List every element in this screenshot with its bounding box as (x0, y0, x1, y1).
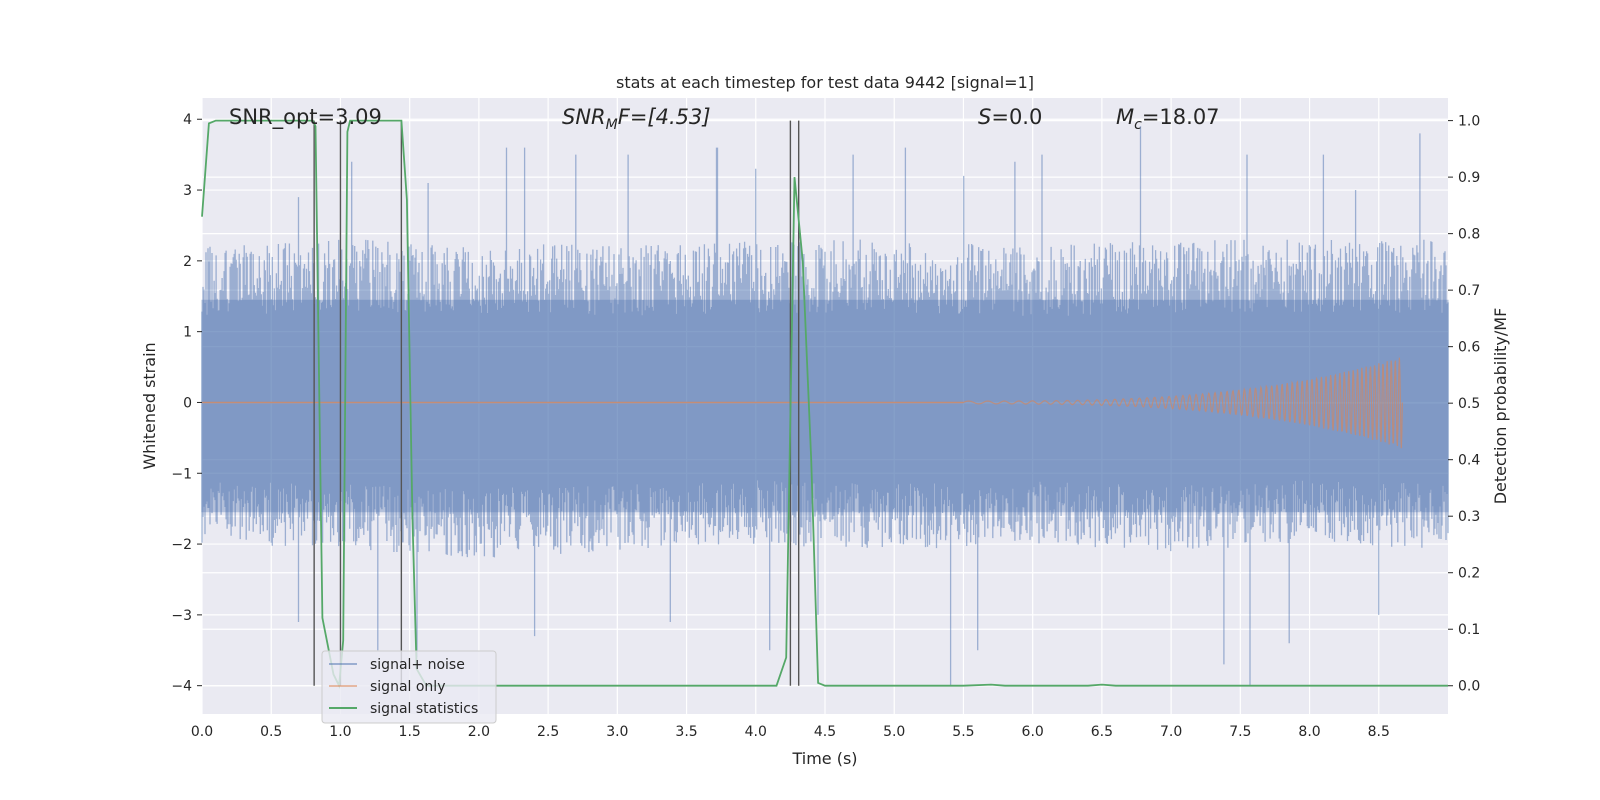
x-tick-label: 2.5 (537, 724, 559, 740)
legend-label-noise: signal+ noise (370, 657, 465, 673)
ticks-layer: 0.0 0.5 1.0 1.5 2.0 2.5 3.0 3.5 4.0 4.5 5.0 5.5 6.0 6… (171, 112, 1480, 740)
y-tick-label: 1 (183, 325, 192, 341)
x-tick-label: 4.0 (745, 724, 767, 740)
y-tick-label: 2 (183, 254, 192, 270)
y-right-tick-label: 0.9 (1458, 170, 1480, 186)
legend: signal+ noise signal only signal statist… (321, 650, 497, 724)
x-tick-label: 6.5 (1091, 724, 1113, 740)
annotation-mc-rest: =18.07 (1142, 105, 1220, 129)
y-right-tick-label: 0.5 (1458, 396, 1480, 412)
x-tick-label: 7.5 (1229, 724, 1251, 740)
annotation-mc-main: M (1116, 105, 1134, 129)
y-tick-label: −2 (171, 537, 192, 553)
x-tick-label: 0.0 (191, 724, 213, 740)
y-right-tick-label: 0.4 (1458, 453, 1480, 469)
x-tick-label: 8.0 (1298, 724, 1320, 740)
annotation-snr-opt: SNR_opt=3.09 (229, 105, 382, 130)
annotation-snr-mf-main: SNR (562, 105, 606, 129)
annotation-mc: Mc=18.07 (1116, 105, 1220, 133)
y-right-tick-label: 0.6 (1458, 340, 1480, 356)
y-tick-label: 4 (183, 112, 192, 128)
annotation-snr-mf-rest: F=[4.53] (618, 105, 711, 129)
x-tick-label: 6.0 (1022, 724, 1044, 740)
series-signal-noise (201, 126, 1449, 686)
y-axis-title: Whitened strain (140, 342, 159, 469)
y-right-tick-label: 0.1 (1458, 622, 1480, 638)
legend-label-signal: signal only (370, 679, 445, 695)
legend-box (321, 650, 497, 724)
y-tick-label: −1 (171, 466, 192, 482)
annotation-snr-mf-sub: M (606, 117, 618, 133)
y-right-tick-label: 0.8 (1458, 227, 1480, 243)
x-tick-label: 5.0 (883, 724, 905, 740)
y-tick-label: 3 (183, 183, 192, 199)
x-tick-label: 4.5 (814, 724, 836, 740)
series-signal-noise-core (201, 299, 1449, 513)
y-right-tick-label: 0.2 (1458, 566, 1480, 582)
x-tick-label: 0.5 (260, 724, 282, 740)
y-right-tick-label: 0.3 (1458, 509, 1480, 525)
annotation-s-main: S (978, 105, 991, 129)
x-tick-label: 8.5 (1368, 724, 1390, 740)
x-tick-label: 7.0 (1160, 724, 1182, 740)
x-axis-title: Time (s) (791, 749, 857, 768)
x-tick-label: 2.0 (468, 724, 490, 740)
y-right-tick-label: 1.0 (1458, 114, 1480, 130)
legend-label-statistics: signal statistics (370, 701, 478, 717)
y-tick-label: 0 (183, 395, 192, 411)
x-tick-label: 3.5 (675, 724, 697, 740)
chart-title: stats at each timestep for test data 944… (616, 73, 1034, 92)
annotation-snr-mf: SNRMF=[4.53] (562, 105, 711, 133)
y-axis-right-title: Detection probability/MF (1491, 308, 1510, 505)
x-tick-label: 1.0 (329, 724, 351, 740)
annotation-s: S=0.0 (978, 105, 1042, 129)
x-tick-label: 5.5 (952, 724, 974, 740)
signal-series-layer (202, 357, 1403, 449)
y-tick-label: −4 (171, 679, 192, 695)
annotation-mc-sub: c (1134, 117, 1142, 133)
y-right-tick-label: 0.0 (1458, 679, 1480, 695)
series-signal-only (963, 357, 1403, 449)
x-tick-label: 1.5 (399, 724, 421, 740)
y-tick-label: −3 (171, 608, 192, 624)
annotation-s-rest: =0.0 (991, 105, 1042, 129)
x-tick-label: 3.0 (606, 724, 628, 740)
y-right-tick-label: 0.7 (1458, 283, 1480, 299)
